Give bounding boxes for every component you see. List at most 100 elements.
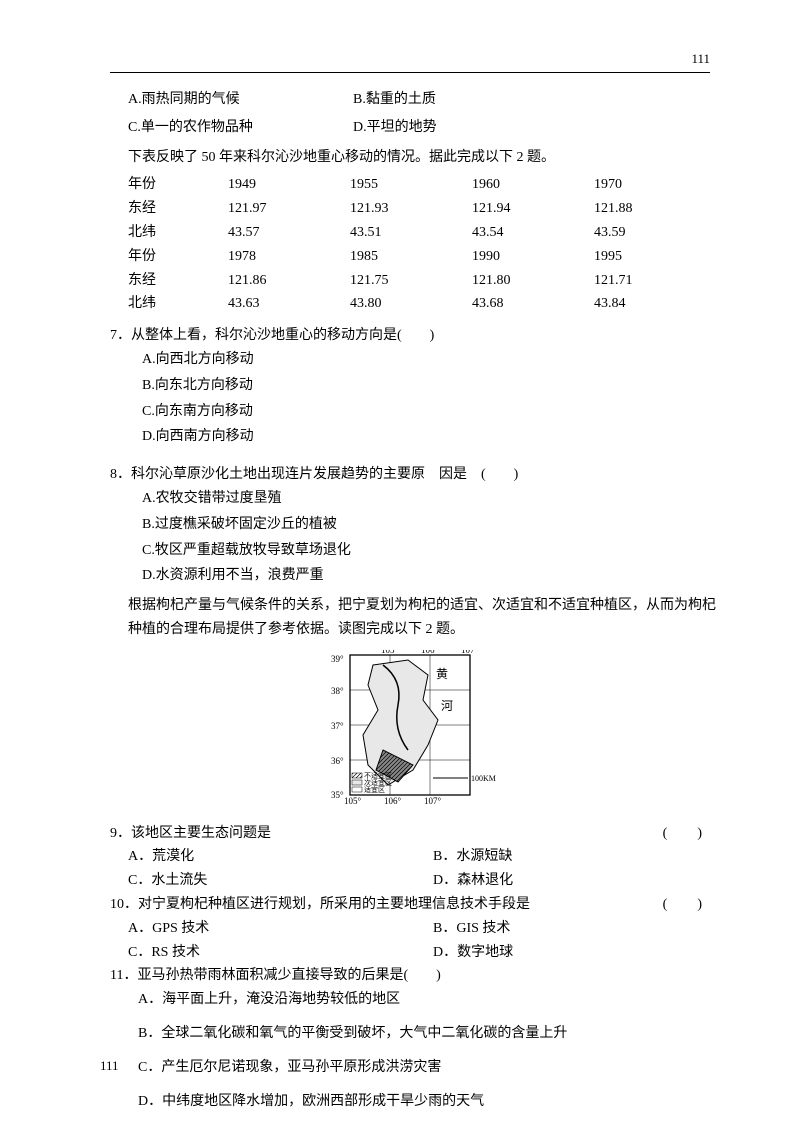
table-cell: 121.94 [472,197,594,221]
q6-opt-b: B.黏重的土质 [353,88,436,112]
table-cell: 43.63 [228,292,350,316]
q6-opt-a: A.雨热同期的气候 [128,88,353,112]
svg-text:38°: 38° [331,686,344,696]
table-row: 北纬 43.63 43.80 43.68 43.84 [128,292,720,316]
table-cell: 121.71 [594,269,684,293]
svg-text:107°: 107° [461,650,479,655]
q10-opt-d: D．数字地球 [433,941,513,965]
map-intro: 根据枸杞产量与气候条件的关系，把宁夏划为枸杞的适宜、次适宜和不适宜种植区，从而为… [128,594,720,642]
table-cell: 1949 [228,173,350,197]
svg-text:106°: 106° [384,796,402,805]
data-table: 年份 1949 1955 1960 1970 东经 121.97 121.93 … [128,173,720,316]
table-cell: 43.59 [594,221,684,245]
svg-text:105°: 105° [344,796,362,805]
q9-opts-row1: A．荒漠化 B．水源短缺 [128,845,720,869]
svg-text:107°: 107° [424,796,442,805]
q10-opt-b: B．GIS 技术 [433,917,510,941]
q11-opt-a: A．海平面上升，淹没沿海地势较低的地区 [138,988,720,1012]
table-cell: 1990 [472,245,594,269]
q8-opt-a: A.农牧交错带过度垦殖 [142,487,720,511]
table-cell: 121.97 [228,197,350,221]
svg-text:105°: 105° [381,650,399,655]
q7-text: 7．从整体上看，科尔沁沙地重心的移动方向是( ) [110,324,720,348]
q7-opt-b: B.向东北方向移动 [142,374,720,398]
table-cell: 43.68 [472,292,594,316]
q8-text: 8．科尔沁草原沙化土地出现连片发展趋势的主要原 因是 ( ) [110,463,720,487]
q10-opt-a: A．GPS 技术 [128,917,433,941]
table-cell: 121.80 [472,269,594,293]
col-header-north: 北纬 [128,221,228,245]
q11-opt-c: C．产生厄尔尼诺现象，亚马孙平原形成洪涝灾害 [138,1056,720,1080]
q10-opts-row2: C．RS 技术 D．数字地球 [128,941,720,965]
table-cell: 43.80 [350,292,472,316]
table-cell: 121.86 [228,269,350,293]
svg-text:36°: 36° [331,756,344,766]
table-row: 东经 121.97 121.93 121.94 121.88 [128,197,720,221]
q10-text: 10．对宁夏枸杞种植区进行规划，所采用的主要地理信息技术手段是 [110,893,530,917]
q9-opts-row2: C．水土流失 D．森林退化 [128,869,720,893]
q7-options: A.向西北方向移动 B.向东北方向移动 C.向东南方向移动 D.向西南方向移动 [142,348,720,449]
svg-text:河: 河 [441,699,453,713]
table-cell: 1985 [350,245,472,269]
svg-text:适宜区: 适宜区 [364,785,385,794]
answer-paren: ( ) [663,822,710,846]
svg-text:100KM: 100KM [471,774,496,783]
table-cell: 1995 [594,245,684,269]
page-number-bottom: 111 [100,1055,119,1077]
q6-opt-c: C.单一的农作物品种 [128,116,353,140]
table-row: 北纬 43.57 43.51 43.54 43.59 [128,221,720,245]
table-row: 年份 1949 1955 1960 1970 [128,173,720,197]
col-header-north: 北纬 [128,292,228,316]
q9-opt-d: D．森林退化 [433,869,513,893]
q8-options: A.农牧交错带过度垦殖 B.过度樵采破坏固定沙丘的植被 C.牧区严重超载放牧导致… [142,487,720,588]
svg-text:35°: 35° [331,790,344,800]
table-cell: 1970 [594,173,684,197]
ningxia-map: 39° 38° 37° 36° 35° 105° 106° 107° 105° … [110,650,720,814]
col-header-east: 东经 [128,269,228,293]
q8-opt-d: D.水资源利用不当，浪费严重 [142,564,720,588]
table-cell: 43.54 [472,221,594,245]
table-cell: 43.84 [594,292,684,316]
q10-opt-c: C．RS 技术 [128,941,433,965]
q9-row: 9．该地区主要生态问题是 ( ) [110,822,720,846]
q9-opt-b: B．水源短缺 [433,845,512,869]
q7-opt-a: A.向西北方向移动 [142,348,720,372]
q6-opts-row1: A.雨热同期的气候 B.黏重的土质 [128,88,720,112]
page-number-top: 111 [110,48,710,73]
q8-opt-c: C.牧区严重超载放牧导致草场退化 [142,539,720,563]
table-cell: 43.57 [228,221,350,245]
q7-opt-d: D.向西南方向移动 [142,425,720,449]
table-cell: 121.93 [350,197,472,221]
page-content: A.雨热同期的气候 B.黏重的土质 C.单一的农作物品种 D.平坦的地势 下表反… [110,88,720,1113]
table-intro: 下表反映了 50 年来科尔沁沙地重心移动的情况。据此完成以下 2 题。 [128,146,720,170]
table-cell: 1978 [228,245,350,269]
table-cell: 1960 [472,173,594,197]
q7-opt-c: C.向东南方向移动 [142,400,720,424]
answer-paren: ( ) [663,893,710,917]
q8-opt-b: B.过度樵采破坏固定沙丘的植被 [142,513,720,537]
col-header-year: 年份 [128,245,228,269]
q6-opts-row2: C.单一的农作物品种 D.平坦的地势 [128,116,720,140]
table-cell: 121.88 [594,197,684,221]
q9-opt-c: C．水土流失 [128,869,433,893]
q9-opt-a: A．荒漠化 [128,845,433,869]
q11-text: 11．亚马孙热带雨林面积减少直接导致的后果是( ) [110,964,720,988]
map-svg: 39° 38° 37° 36° 35° 105° 106° 107° 105° … [328,650,503,805]
col-header-east: 东经 [128,197,228,221]
table-row: 东经 121.86 121.75 121.80 121.71 [128,269,720,293]
q11-opt-d: D．中纬度地区降水增加，欧洲西部形成干旱少雨的天气 [138,1090,720,1114]
q11-opt-b: B．全球二氧化碳和氧气的平衡受到破坏，大气中二氧化碳的含量上升 [138,1022,720,1046]
svg-text:37°: 37° [331,721,344,731]
svg-text:黄: 黄 [436,667,448,681]
table-cell: 1955 [350,173,472,197]
col-header-year: 年份 [128,173,228,197]
q6-opt-d: D.平坦的地势 [353,116,437,140]
q9-text: 9．该地区主要生态问题是 [110,822,271,846]
q10-opts-row1: A．GPS 技术 B．GIS 技术 [128,917,720,941]
table-cell: 43.51 [350,221,472,245]
table-cell: 121.75 [350,269,472,293]
svg-text:39°: 39° [331,654,344,664]
q10-row: 10．对宁夏枸杞种植区进行规划，所采用的主要地理信息技术手段是 ( ) [110,893,720,917]
svg-text:106°: 106° [421,650,439,655]
table-row: 年份 1978 1985 1990 1995 [128,245,720,269]
